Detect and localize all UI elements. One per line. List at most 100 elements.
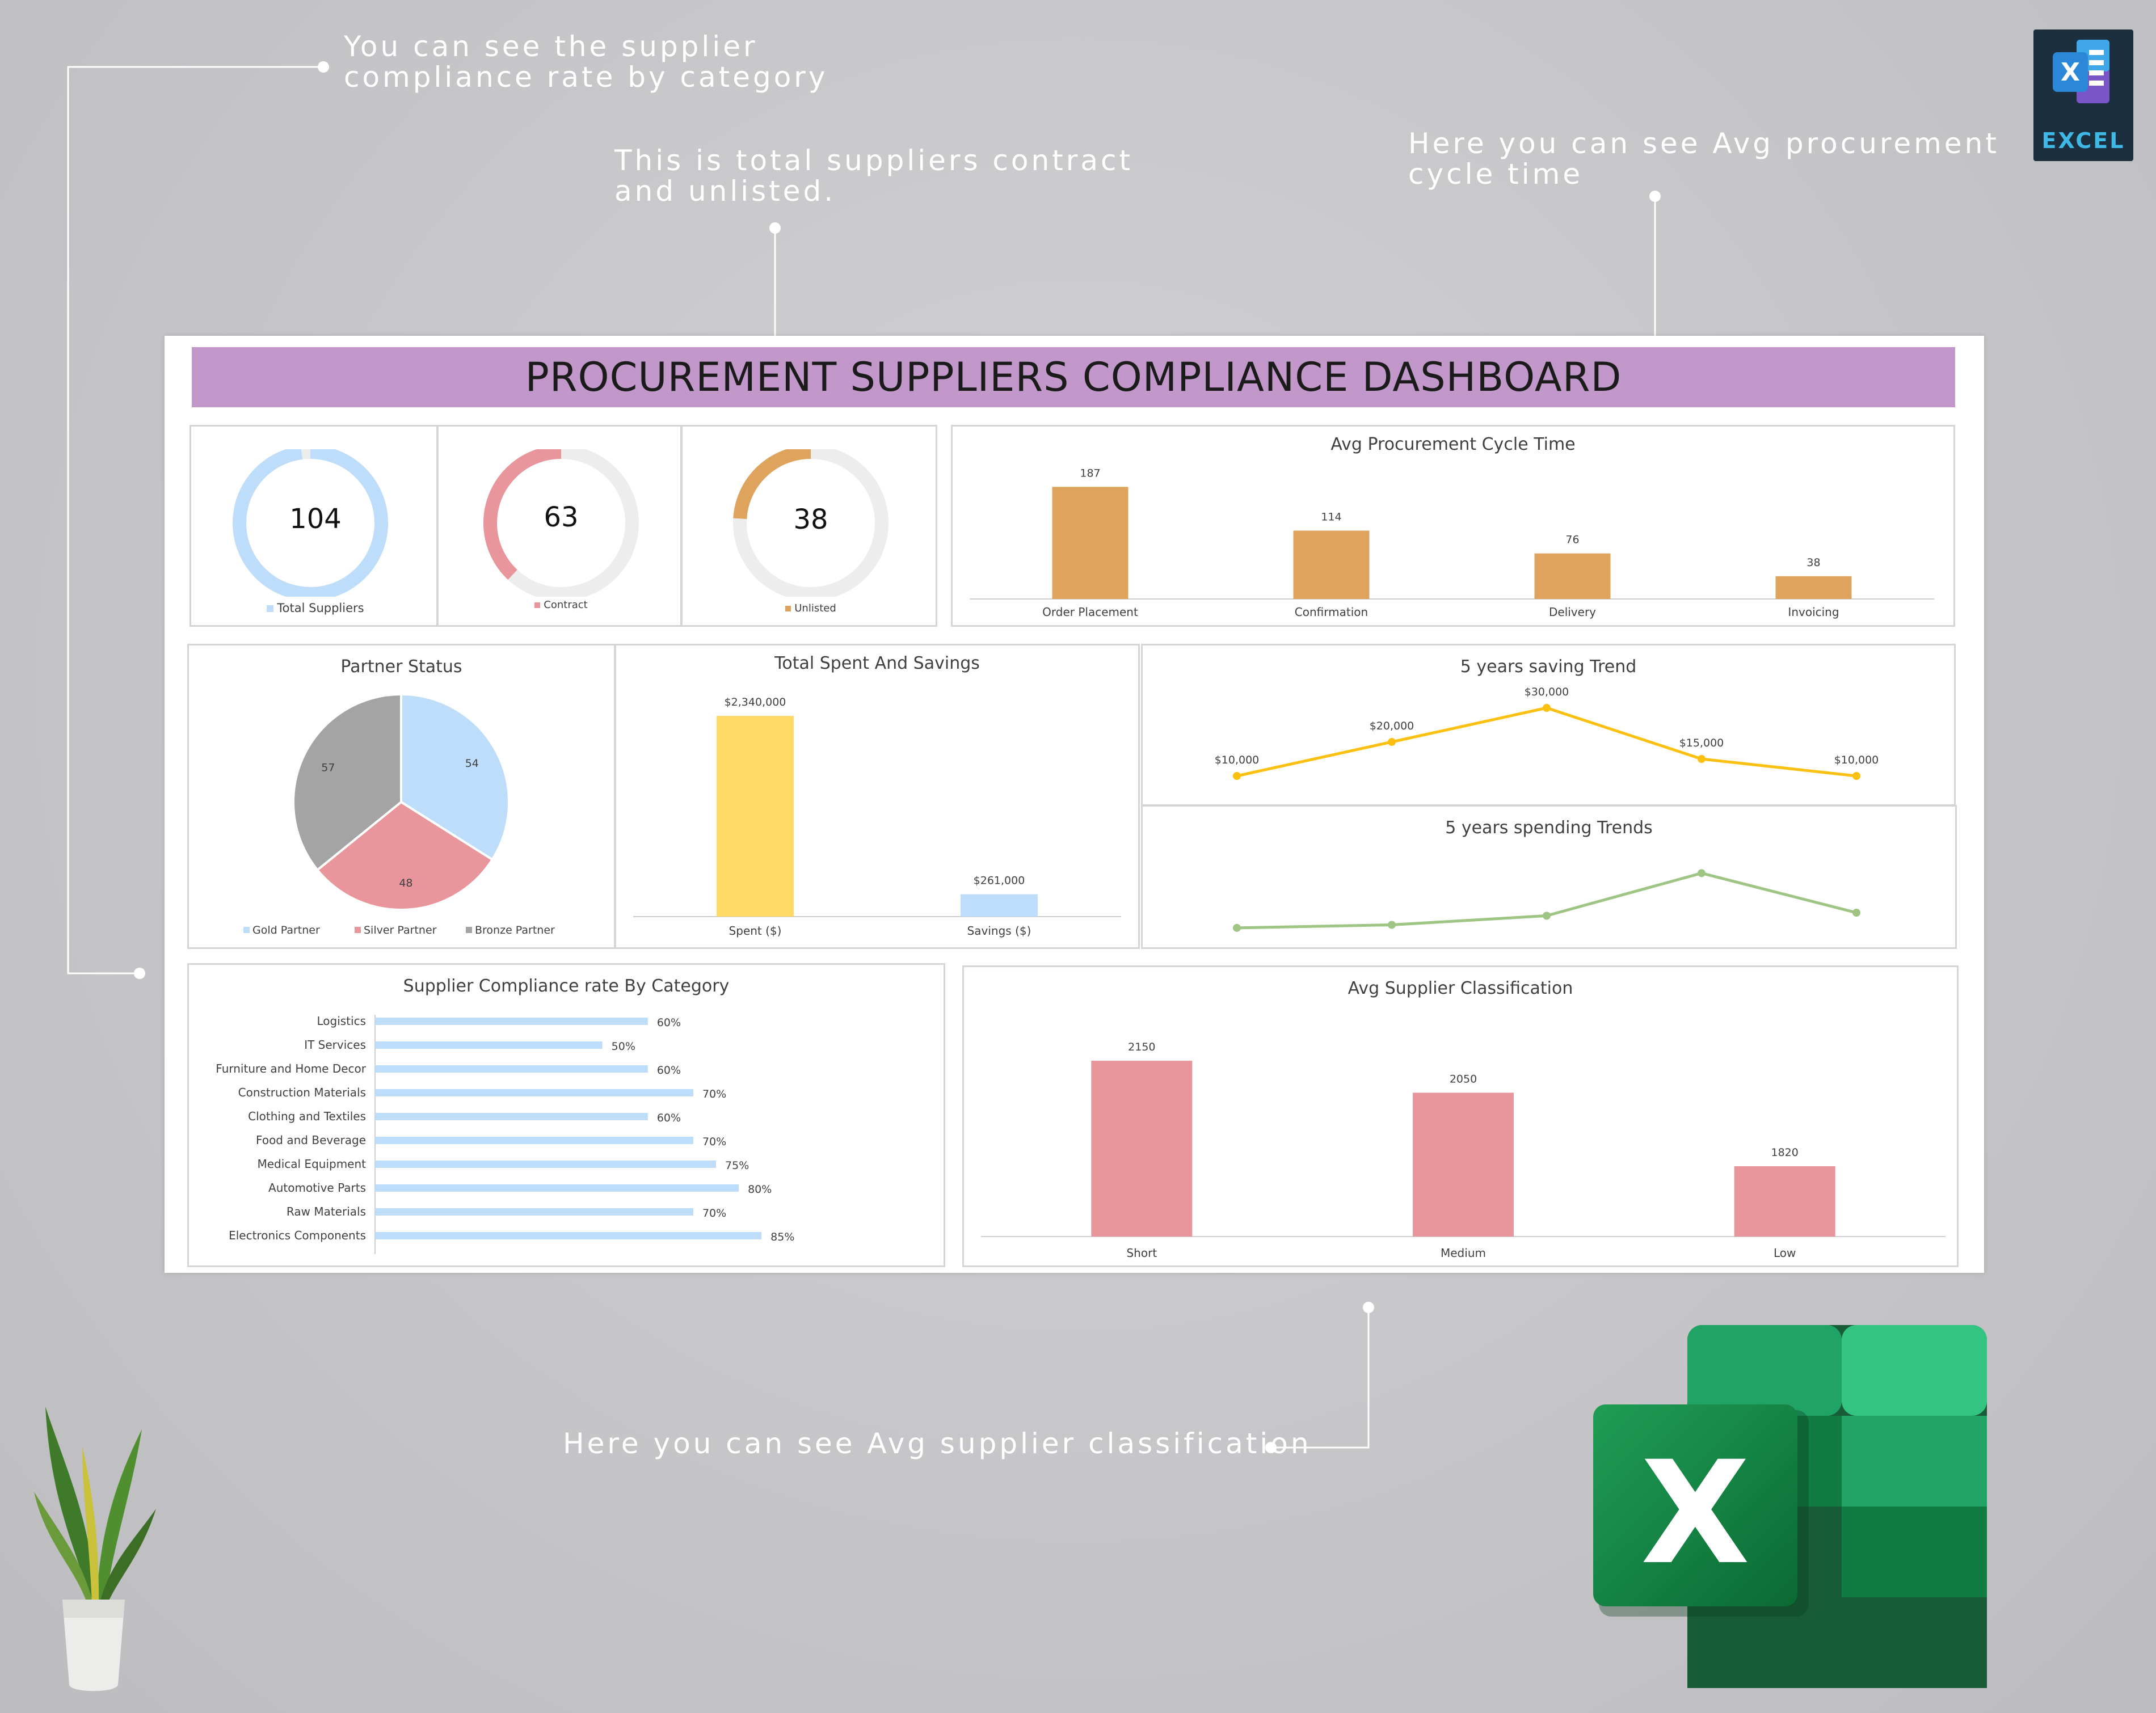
data-label: 2050 [1450, 1073, 1477, 1085]
spent-savings-panel: Total Spent And Savings $2,340,000 Spent … [614, 644, 1140, 949]
kpi-total-suppliers-value: 104 [289, 503, 342, 535]
compliance-category-title: Supplier Compliance rate By Category [403, 976, 730, 996]
saving-trend-panel: 5 years saving Trend $10,000 $20,000 $30,0… [1141, 644, 1956, 806]
bar [1534, 553, 1611, 599]
dashboard-title-bar: PROCUREMENT SUPPLIERS COMPLIANCE DASHBOA… [192, 347, 1955, 407]
data-label: $261,000 [974, 875, 1025, 887]
category-label: Clothing and Textiles [248, 1109, 366, 1123]
data-label: 60% [657, 1112, 681, 1124]
legend-swatch [466, 927, 472, 933]
cycle-time-chart-title: Avg Procurement Cycle Time [1330, 434, 1576, 454]
pie-slice [292, 693, 402, 872]
saving-trend-chart: $10,000 $20,000 $30,000 $15,000 $10,000 [1215, 686, 1879, 780]
category-label: Automotive Parts [268, 1181, 366, 1195]
bar [375, 1184, 739, 1192]
category-label: Order Placement [1042, 605, 1138, 619]
kpi-contract-legend: Contract [439, 599, 684, 611]
bar [717, 716, 794, 917]
trend-point [1543, 704, 1551, 712]
category-label: Savings ($) [967, 924, 1031, 938]
category-label: Medical Equipment [257, 1157, 366, 1171]
classification-chart: 2150 Short 2050 Medium 1820 Low [981, 1041, 1946, 1260]
dashboard-sheet: PROCUREMENT SUPPLIERS COMPLIANCE DASHBOA… [165, 336, 1984, 1273]
data-label: $2,340,000 [725, 696, 786, 708]
bar [375, 1041, 603, 1049]
trend-label: $30,000 [1525, 686, 1569, 698]
kpi-total-suppliers-panel: 104 Total Suppliers [190, 425, 438, 627]
data-label: 60% [657, 1016, 681, 1029]
bar [375, 1232, 762, 1239]
spending-trend-panel: 5 years spending Trends [1141, 805, 1957, 949]
bar [961, 894, 1038, 917]
kpi-contract-donut [483, 449, 639, 597]
callout-compliance-line2: compliance rate by category [344, 61, 828, 94]
compliance-category-chart: Logistics 60% IT Services 50% Furniture and … [216, 1014, 794, 1254]
kpi-unlisted-donut [733, 449, 888, 597]
legend-swatch [534, 602, 541, 608]
category-label: Food and Beverage [256, 1133, 366, 1147]
trend-point [1233, 923, 1241, 932]
data-label: 80% [748, 1183, 772, 1196]
excel-logo-icon: X [1593, 1325, 1987, 1688]
callout-classification: Here you can see Avg supplier classifica… [563, 1427, 1312, 1460]
data-label: 60% [657, 1064, 681, 1077]
legend-swatch [355, 927, 361, 933]
category-label: Short [1126, 1246, 1157, 1260]
bar [375, 1018, 648, 1025]
category-label: Spent ($) [729, 924, 782, 938]
kpi-contract-panel: 63 Contract [437, 425, 682, 627]
callout-compliance: You can see the supplier compliance rate… [344, 31, 828, 92]
kpi-arc [233, 449, 388, 597]
saving-trend-title: 5 years saving Trend [1460, 657, 1637, 677]
pie-value-label: 54 [465, 757, 479, 770]
data-label: 70% [702, 1207, 726, 1220]
compliance-category-panel: Supplier Compliance rate By Category Log… [187, 963, 945, 1267]
partner-status-panel: Partner Status 54 48 57 Gold Partner Silver … [187, 644, 616, 949]
bar [375, 1208, 693, 1216]
category-label: Invoicing [1788, 605, 1839, 619]
trend-line [1236, 706, 1857, 778]
data-label: 85% [770, 1231, 794, 1243]
kpi-total-suppliers-donut [233, 449, 388, 597]
svg-text:X: X [1641, 1431, 1750, 1596]
category-label: Confirmation [1295, 605, 1368, 619]
trend-point [1543, 912, 1551, 920]
trend-point [1388, 738, 1396, 746]
dashboard-title: PROCUREMENT SUPPLIERS COMPLIANCE DASHBOA… [525, 354, 1622, 400]
pie-value-label: 57 [321, 762, 335, 774]
kpi-total-suppliers-label: Total Suppliers [277, 601, 364, 615]
spent-savings-title: Total Spent And Savings [774, 653, 980, 673]
bar [375, 1065, 648, 1073]
data-label: 2150 [1128, 1041, 1155, 1053]
bar [1775, 576, 1852, 599]
trend-label: $10,000 [1834, 754, 1879, 766]
excel-icon: X [2053, 40, 2109, 103]
callout-cycle-line1: Here you can see Avg procurement [1408, 127, 1999, 160]
bar [375, 1137, 693, 1144]
category-label: Low [1774, 1246, 1796, 1260]
category-label: Delivery [1549, 605, 1596, 619]
spending-trend-title: 5 years spending Trends [1445, 818, 1653, 838]
data-label: 38 [1807, 556, 1820, 569]
kpi-arc [483, 449, 639, 597]
classification-title: Avg Supplier Classification [1348, 978, 1573, 998]
legend-swatch [267, 605, 274, 612]
data-label: 187 [1080, 467, 1100, 479]
bar [375, 1089, 693, 1096]
bar [1052, 487, 1128, 599]
callout-cycle-time: Here you can see Avg procurement cycle t… [1408, 128, 1999, 189]
data-label: 75% [725, 1159, 749, 1172]
trend-label: $10,000 [1215, 754, 1260, 766]
classification-panel: Avg Supplier Classification 2150 Short 205… [962, 965, 1959, 1267]
legend-swatch [243, 927, 250, 933]
legend-label: Gold Partner [252, 924, 320, 936]
trend-point [1233, 772, 1241, 780]
trend-label: $20,000 [1370, 720, 1414, 732]
data-label: 70% [702, 1088, 726, 1100]
partner-status-pie: 54 48 57 Gold Partner Silver Partner Bronze P… [243, 693, 555, 936]
data-label: 70% [702, 1136, 726, 1148]
data-label: 76 [1565, 534, 1579, 546]
trend-label: $15,000 [1679, 737, 1724, 749]
bar [1413, 1092, 1514, 1237]
legend-label: Silver Partner [364, 924, 437, 936]
